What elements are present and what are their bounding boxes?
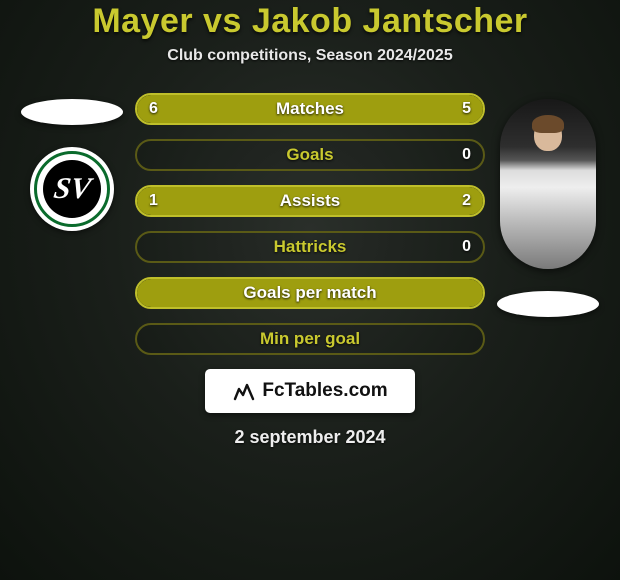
right-federation-logo [497,291,599,317]
stat-value-right: 0 [462,146,471,164]
right-side [493,93,603,317]
left-federation-logo [21,99,123,125]
stat-label: Assists [280,191,340,211]
stat-label: Hattricks [274,237,347,257]
main-row: SV Matches65Goals0Assists12Hattricks0Goa… [0,93,620,355]
left-side: SV [17,93,127,231]
stat-row: Goals 0 [135,139,485,171]
stat-row: Hattricks 0 [135,231,485,263]
footer-date: 2 september 2024 [234,427,385,448]
stat-row: Matches 6 5 [135,93,485,125]
brand-icon [232,379,256,403]
left-club-logo: SV [30,147,114,231]
stat-value-left: 1 [149,192,158,210]
stat-value-right: 0 [462,238,471,256]
stat-label: Goals per match [243,283,376,303]
comparison-subtitle: Club competitions, Season 2024/2025 [167,47,452,65]
stat-value-right: 5 [462,100,471,118]
stat-row: Min per goal [135,323,485,355]
stats-column: Matches 6 5 Goals 0 Assists 1 2 Hattricks 0 Goals … [135,93,485,355]
footer-brand-badge: FcTables.com [205,369,415,413]
stat-value-right: 2 [462,192,471,210]
stat-label: Min per goal [260,329,360,349]
comparison-title: Mayer vs Jakob Jantscher [92,2,527,41]
brand-text: FcTables.com [262,380,387,402]
stat-row: Assists 1 2 [135,185,485,217]
stat-label: Goals [286,145,333,165]
right-player-photo [500,99,596,269]
stat-label: Matches [276,99,344,119]
stat-value-left: 6 [149,100,158,118]
stat-row: Goals per match [135,277,485,309]
